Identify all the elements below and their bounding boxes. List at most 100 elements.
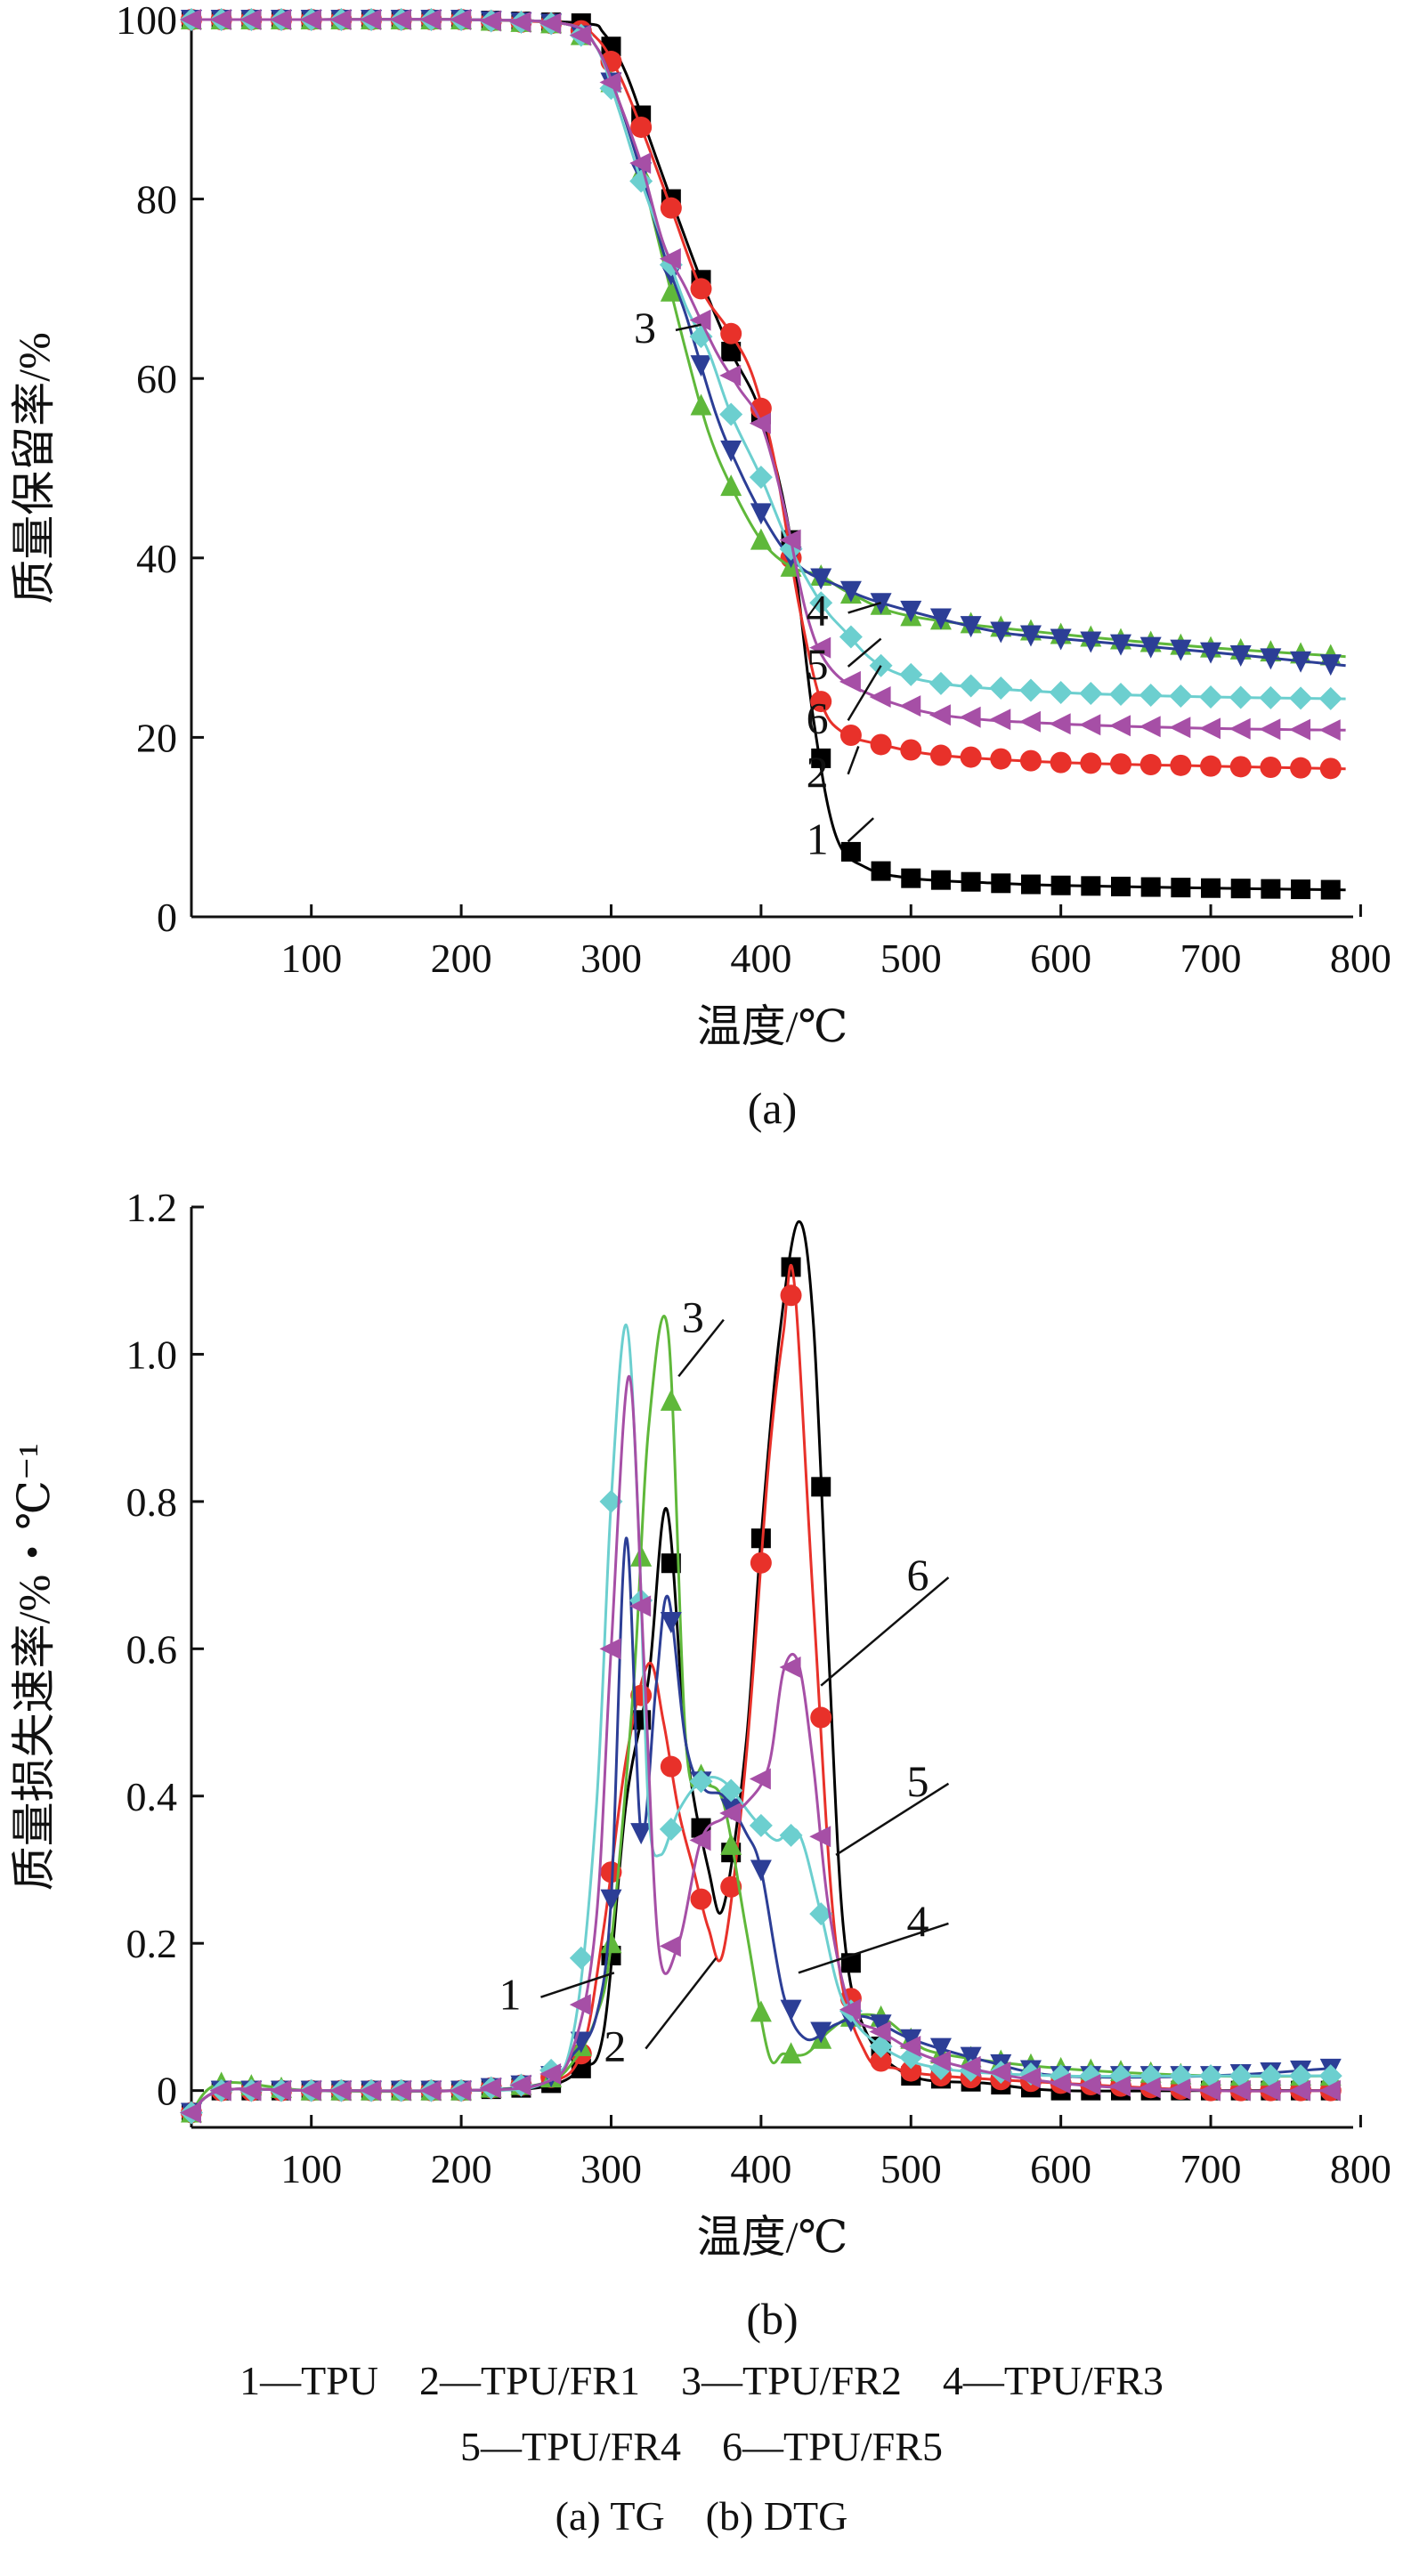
data-point-series-6 [719, 364, 742, 386]
data-point-series-5 [719, 402, 743, 426]
y-tick-label: 80 [136, 177, 177, 223]
data-point-series-4 [870, 2014, 892, 2037]
data-point-series-4 [839, 580, 862, 603]
annotation-label: 1 [807, 814, 829, 863]
data-point-series-5 [929, 671, 953, 695]
data-point-series-2 [660, 197, 682, 219]
y-tick-label: 0.2 [126, 1921, 178, 1966]
data-point-series-6 [1199, 717, 1221, 740]
data-point-series-1 [1020, 874, 1041, 895]
annotation-label: 3 [634, 303, 656, 352]
data-point-series-2 [720, 1875, 742, 1898]
data-point-series-4 [810, 2021, 832, 2044]
data-point-series-6 [1259, 2079, 1281, 2102]
series-2 [181, 1263, 1342, 2124]
series-3 [181, 8, 1346, 666]
data-point-series-3 [660, 1389, 682, 1411]
y-tick-label: 0.8 [126, 1479, 178, 1525]
data-point-series-5 [1259, 685, 1283, 709]
series-line-6 [191, 18, 1346, 732]
data-point-series-1 [1171, 878, 1191, 898]
annotation-label: 6 [906, 1550, 929, 1600]
data-point-series-6 [1079, 2074, 1101, 2096]
data-point-series-3 [720, 1833, 742, 1855]
data-point-series-5 [689, 1770, 713, 1794]
data-point-series-6 [1018, 2067, 1041, 2089]
data-point-series-1 [1081, 876, 1101, 896]
annotation-label: 3 [682, 1292, 704, 1342]
data-point-series-6 [389, 2079, 411, 2102]
data-point-series-6 [329, 2079, 352, 2102]
data-point-series-2 [600, 1861, 622, 1883]
annotation-leader [677, 1318, 725, 1378]
data-point-series-6 [1109, 2075, 1131, 2097]
data-point-series-4 [1170, 639, 1192, 661]
data-point-series-2 [1080, 752, 1102, 774]
data-point-series-6 [299, 9, 321, 30]
y-tick-label: 0.4 [126, 1774, 178, 1819]
data-point-series-6 [839, 1998, 861, 2021]
data-point-series-2 [1260, 757, 1282, 778]
x-tick-label: 500 [880, 2146, 942, 2191]
data-point-series-6 [539, 12, 562, 35]
data-point-series-2 [960, 746, 982, 768]
x-tick-label: 300 [580, 2146, 642, 2191]
data-point-series-1 [991, 873, 1011, 894]
data-point-series-1 [1111, 876, 1131, 896]
data-point-series-6 [809, 1826, 831, 1848]
data-point-series-6 [299, 2079, 321, 2102]
annotation-leader [675, 323, 702, 332]
data-point-series-5 [1018, 678, 1042, 702]
annotation-leader [847, 817, 875, 843]
data-point-series-4 [720, 440, 742, 462]
data-point-series-6 [989, 2061, 1011, 2083]
annotation-leader [540, 1972, 615, 1998]
y-tick-label: 1.2 [126, 1185, 178, 1230]
x-tick-label: 100 [280, 936, 342, 981]
data-point-series-2 [870, 2050, 892, 2072]
data-point-series-5 [659, 1817, 683, 1841]
data-point-series-6 [809, 636, 831, 659]
data-point-series-6 [209, 9, 231, 30]
data-point-series-3 [780, 2042, 802, 2064]
x-tick-label: 100 [280, 2146, 342, 2191]
data-point-series-6 [1109, 715, 1131, 737]
data-point-series-6 [659, 247, 681, 270]
series-1 [182, 1220, 1341, 2123]
data-point-series-2 [900, 2060, 922, 2082]
data-point-series-6 [569, 1994, 591, 2016]
data-point-series-6 [929, 2050, 951, 2072]
data-point-series-6 [899, 695, 921, 717]
data-point-series-6 [1318, 719, 1341, 741]
data-point-series-1 [721, 341, 742, 361]
panel-label: (b) [746, 2294, 798, 2344]
data-point-series-6 [929, 704, 951, 726]
data-point-series-1 [1140, 877, 1161, 897]
x-tick-label: 800 [1330, 2146, 1391, 2191]
data-point-series-2 [660, 1755, 682, 1778]
data-point-series-4 [750, 503, 772, 525]
data-point-series-2 [900, 739, 922, 761]
data-point-series-6 [629, 152, 652, 174]
data-point-series-6 [719, 1802, 742, 1825]
x-axis-title: 温度/℃ [697, 2212, 848, 2262]
data-point-series-4 [750, 1859, 772, 1882]
data-point-series-5 [839, 625, 863, 649]
y-axis-title: 质量损失速率/%・℃⁻¹ [9, 1444, 59, 1891]
data-point-series-5 [989, 676, 1013, 700]
data-point-series-2 [1110, 753, 1131, 775]
data-point-series-6 [360, 9, 382, 30]
series-line-5 [190, 1323, 1331, 2114]
data-point-series-5 [1079, 682, 1103, 706]
data-point-series-5 [959, 674, 983, 698]
data-point-series-2 [929, 744, 952, 766]
data-point-series-1 [1230, 879, 1251, 899]
data-point-series-6 [899, 2036, 921, 2058]
data-point-series-4 [600, 1889, 622, 1911]
data-point-series-4 [1019, 625, 1042, 647]
data-point-series-6 [629, 1595, 652, 1617]
data-point-series-2 [1319, 757, 1342, 780]
series-3 [181, 1315, 1342, 2123]
data-point-series-5 [899, 662, 923, 686]
x-tick-label: 600 [1030, 2146, 1091, 2191]
